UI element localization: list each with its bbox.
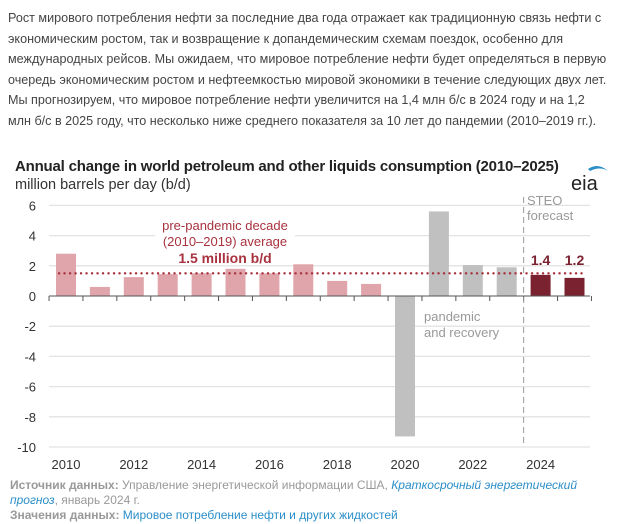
x-tick-label: 2022 [458,457,487,472]
x-tick-label: 2010 [52,457,81,472]
source-text: Управление энергетической информации США… [118,478,392,492]
svg-text:eia: eia [571,173,599,193]
bar-2023 [496,267,517,296]
average-annotation-line1: pre-pandemic decade [162,218,288,233]
bar-2022 [462,265,483,296]
eia-logo: eia [571,165,608,193]
bar-2014 [191,273,212,296]
average-annotation-line2: (2010–2019) average [163,234,287,249]
y-tick-label: 0 [29,289,36,304]
bar-2017 [293,264,314,296]
source-date: , январь 2024 г. [54,493,140,507]
y-tick-label: 2 [29,259,36,274]
intro-paragraph: Рост мирового потребления нефти за после… [8,11,607,128]
values-label: Значения данных: [10,508,120,522]
bar-chart: 6 4 2 0 -2 -4 -6 -8 -10 2010 2012 2014 2016 2018 2020 2… [17,195,592,472]
x-tick-label: 2024 [526,457,555,472]
bar-2013 [157,274,178,296]
data-label-2024: 1.4 [531,252,551,268]
y-tick-label: -2 [24,319,36,334]
chart-units: million barrels per day (b/d) [15,177,191,193]
bar-2011 [89,286,110,296]
bar-2016 [259,273,280,296]
x-tick-label: 2016 [255,457,284,472]
bar-2019 [361,283,382,296]
bar-2010 [56,253,76,296]
forecast-annotation-line1: STEO [527,195,562,208]
data-label-2025: 1.2 [565,252,585,268]
y-tick-label: -8 [24,410,36,425]
bar-2012 [123,277,144,296]
y-tick-label: -6 [24,380,36,395]
x-tick-label: 2012 [119,457,148,472]
bar-2024 [530,274,551,296]
pandemic-annotation-line2: and recovery [424,325,500,340]
steo-link[interactable]: Краткосрочный энергетический прогноз [10,478,578,507]
y-tick-label: 4 [29,229,36,244]
average-annotation-value: 1.5 million b/d [178,250,271,266]
bar-2015 [225,268,246,296]
x-tick-label: 2014 [187,457,216,472]
x-tick-label: 2018 [323,457,352,472]
source-label: Источник данных: [10,478,119,492]
x-tick-label: 2020 [391,457,420,472]
chart-title: Annual change in world petroleum and oth… [15,158,559,175]
bar-2018 [327,280,348,296]
y-tick-label: 6 [29,198,36,213]
average-label-bg [155,213,295,263]
pandemic-annotation-line1: pandemic [424,309,481,324]
bar-2021 [428,211,449,296]
y-tick-label: -10 [17,440,36,455]
y-tick-label: -4 [24,349,36,364]
bar-2025 [564,277,585,296]
chart-footer: Источник данных: Управление энергетическ… [10,478,610,523]
bar-2020 [395,296,415,437]
data-values-link[interactable]: Мировое потребление нефти и других жидко… [122,508,398,522]
forecast-annotation-line2: forecast [527,208,574,223]
